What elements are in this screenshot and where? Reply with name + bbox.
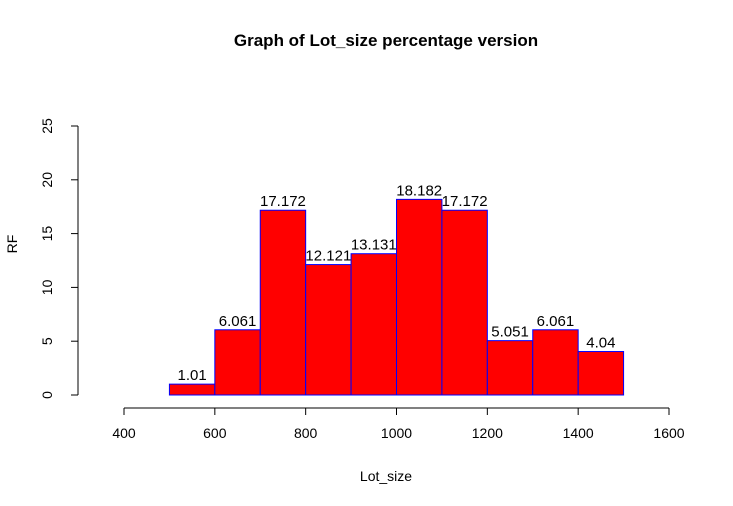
bar-value-label: 12.121 [305, 248, 351, 265]
y-tick-label: 25 [39, 118, 55, 134]
x-tick-label: 600 [203, 425, 227, 441]
bar-labels-group: 1.016.06117.17212.12113.13118.18217.1725… [178, 182, 616, 384]
x-tick-label: 1400 [563, 425, 594, 441]
y-tick-label: 15 [39, 226, 55, 242]
bar-value-label: 1.01 [178, 367, 207, 384]
x-tick-label: 800 [294, 425, 318, 441]
histogram-bar [259, 209, 307, 396]
bar-value-label: 13.131 [351, 237, 397, 254]
histogram-bar [350, 253, 398, 396]
bar-value-label: 17.172 [442, 193, 488, 210]
y-axis: 0 5 10 15 20 25 [39, 118, 79, 399]
bar-value-label: 6.061 [537, 313, 575, 330]
bar-value-label: 4.04 [586, 335, 615, 352]
histogram-bar [305, 264, 352, 396]
bar-value-label: 18.182 [396, 182, 442, 199]
y-axis-label: RF [4, 235, 20, 254]
x-tick-label: 1600 [653, 425, 684, 441]
y-tick-label: 0 [39, 391, 55, 399]
bars-group [168, 198, 625, 396]
bar-value-label: 6.061 [219, 313, 257, 330]
chart-title: Graph of Lot_size percentage version [234, 31, 538, 50]
y-tick-label: 10 [39, 279, 55, 295]
histogram-bar [486, 340, 534, 396]
bar-value-label: 5.051 [491, 324, 529, 341]
x-axis: 400 600 800 1000 1200 1400 1600 [112, 407, 685, 441]
x-axis-label: Lot_size [360, 468, 412, 484]
histogram-bar [214, 329, 261, 396]
x-tick-label: 1200 [472, 425, 503, 441]
histogram-bar [532, 329, 579, 396]
histogram-bar [396, 198, 443, 396]
y-tick-label: 5 [39, 337, 55, 345]
histogram-bar [577, 351, 625, 396]
histogram-bar [441, 209, 488, 396]
y-tick-label: 20 [39, 172, 55, 188]
x-tick-label: 1000 [381, 425, 412, 441]
x-tick-label: 400 [112, 425, 136, 441]
bar-value-label: 17.172 [260, 193, 306, 210]
histogram-bar [168, 383, 216, 396]
